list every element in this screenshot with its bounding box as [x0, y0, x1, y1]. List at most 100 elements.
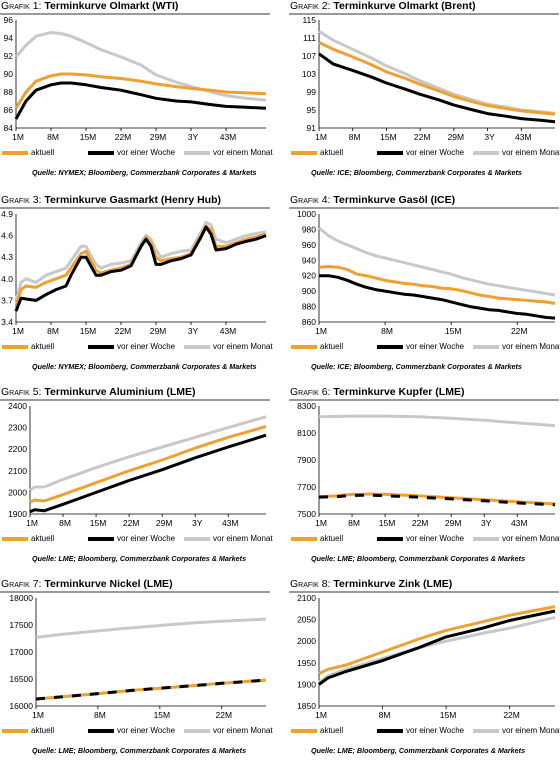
y-tick-label: 2200: [8, 444, 27, 454]
series-line-monat: [318, 226, 556, 297]
legend-item-aktuell: aktuell: [291, 726, 343, 735]
y-tick-label: 3.7: [1, 295, 13, 305]
chart-panel-2: Grafik 2: Terminkurve Olmarkt (Brent) 91 9…: [289, 0, 560, 190]
x-tick-label: 8M: [47, 132, 59, 142]
x-tick-label: 29M: [150, 326, 167, 336]
y-tick-label: 860: [302, 317, 316, 327]
y-tick-label: 1950: [297, 658, 316, 668]
title-rule: [289, 591, 559, 593]
x-tick-label: 43M: [222, 518, 239, 528]
chart-title-text: Terminkurve Olmarkt (WTI): [41, 0, 179, 12]
y-tick-label: 1000: [297, 209, 316, 219]
chart-panel-4: Grafik 4: Terminkurve Gasöl (ICE) 860 880 9…: [289, 194, 560, 384]
x-tick-label: 8M: [349, 132, 361, 142]
chart-title: Grafik 7: Terminkurve Nickel (LME): [1, 578, 173, 590]
legend-item-aktuell: aktuell: [2, 148, 54, 157]
x-tick-label: 3Y: [188, 132, 199, 142]
y-tick-label: 2100: [297, 593, 316, 603]
y-tick-label: 84: [4, 123, 14, 133]
legend-item-aktuell: aktuell: [291, 534, 343, 543]
y-tick-label: 8300: [297, 401, 316, 411]
chart-source: Quelle: LME; Bloomberg, Commerzbank Corp…: [311, 554, 526, 563]
x-tick-label: 22M: [115, 132, 132, 142]
chart-svg: 84 86 88 90 92 94 96 1M 8M 15M 22M 29M 3Y 43M: [4, 15, 267, 142]
chart-svg: 7500 7700 7900 8100 8300 1M 8M 15M 22M 29M 3Y 43M: [297, 401, 556, 528]
series-line-aktuell: [318, 41, 556, 116]
legend-swatch: [377, 150, 403, 155]
chart-legend: aktuell vor einer Woche vor einem Monat: [2, 534, 273, 548]
legend-label: vor einem Monat: [213, 148, 273, 157]
legend-label: aktuell: [320, 148, 344, 157]
chart-title-text: Terminkurve Kupfer (LME): [330, 386, 465, 398]
legend-item-woche: vor einer Woche: [377, 342, 464, 351]
chart-title-text: Terminkurve Nickel (LME): [41, 578, 173, 590]
y-tick-label: 7500: [297, 509, 316, 519]
chart-legend: aktuell vor einer Woche vor einem Monat: [2, 342, 273, 356]
x-tick-label: 15M: [90, 518, 107, 528]
legend-label: aktuell: [320, 726, 344, 735]
chart-legend: aktuell vor einer Woche vor einem Monat: [291, 726, 560, 740]
chart-title-text: Terminkurve Olmarkt (Brent): [330, 0, 476, 12]
chart-source: Quelle: LME; Bloomberg, Commerzbank Corp…: [32, 554, 247, 563]
y-tick-label: 7900: [297, 455, 316, 465]
legend-label: vor einer Woche: [117, 726, 176, 735]
chart-title-prefix: Grafik 6:: [290, 386, 331, 398]
x-tick-label: 22M: [503, 710, 520, 720]
legend-item-monat: vor einem Monat: [184, 148, 273, 157]
legend-swatch: [184, 536, 210, 541]
legend-item-woche: vor einer Woche: [377, 726, 464, 735]
y-tick-label: 940: [302, 255, 316, 265]
legend-item-monat: vor einem Monat: [473, 148, 560, 157]
chart-title-text: Terminkurve Gasmarkt (Henry Hub): [41, 194, 221, 206]
x-tick-label: 43M: [220, 132, 237, 142]
chart-legend: aktuell vor einer Woche vor einem Monat: [2, 726, 273, 740]
x-tick-label: 1M: [315, 132, 327, 142]
series-line-woche: [318, 493, 556, 507]
legend-label: vor einer Woche: [406, 534, 465, 543]
legend-swatch: [184, 344, 210, 349]
x-tick-label: 29M: [156, 518, 173, 528]
legend-label: vor einer Woche: [117, 534, 176, 543]
legend-swatch: [291, 150, 317, 155]
chart-source: Quelle: ICE; Bloomberg, Commerzbank Corp…: [311, 168, 522, 177]
legend-item-monat: vor einem Monat: [473, 726, 560, 735]
legend-swatch: [2, 536, 28, 541]
y-tick-label: 107: [302, 51, 316, 61]
x-tick-label: 3Y: [192, 518, 203, 528]
legend-label: vor einer Woche: [117, 342, 176, 351]
legend-swatch: [377, 728, 403, 733]
y-tick-label: 4.9: [1, 209, 13, 219]
chart-svg: 3.4 3.7 4.0 4.3 4.6 4.9 1M 8M 15M 22M 29M 3Y 43M: [1, 209, 267, 336]
legend-item-woche: vor einer Woche: [88, 726, 175, 735]
series-line-aktuell: [14, 224, 267, 307]
y-tick-label: 2400: [8, 401, 27, 411]
title-rule: [0, 399, 270, 401]
title-rule: [0, 13, 270, 15]
chart-svg: 860 880 900 920 940 960 980 1000 1M 8M 15M 22M: [297, 209, 556, 336]
series-line-woche: [14, 225, 267, 312]
chart-panel-7: Grafik 7: Terminkurve Nickel (LME) 16000 1…: [0, 578, 273, 768]
series-line-monat: [14, 221, 267, 301]
x-tick-label: 29M: [445, 518, 462, 528]
legend-item-woche: vor einer Woche: [88, 148, 175, 157]
legend-label: aktuell: [31, 534, 55, 543]
x-tick-label: 3Y: [481, 518, 492, 528]
x-tick-label: 22M: [215, 710, 232, 720]
series-line-monat: [14, 31, 267, 102]
y-tick-label: 94: [4, 33, 14, 43]
series-line-woche: [35, 678, 267, 701]
y-tick-label: 17000: [9, 647, 33, 657]
y-tick-label: 18000: [9, 593, 33, 603]
legend-label: vor einem Monat: [213, 342, 273, 351]
x-tick-label: 15M: [154, 710, 171, 720]
legend-swatch: [291, 344, 317, 349]
legend-swatch: [2, 728, 28, 733]
x-tick-label: 1M: [315, 710, 327, 720]
x-tick-label: 1M: [12, 132, 24, 142]
chart-title-prefix: Grafik 5:: [1, 386, 42, 398]
x-tick-label: 3Y: [188, 326, 199, 336]
y-tick-label: 900: [302, 286, 316, 296]
x-tick-label: 8M: [94, 710, 106, 720]
legend-label: vor einem Monat: [213, 534, 273, 543]
legend-swatch: [88, 728, 114, 733]
